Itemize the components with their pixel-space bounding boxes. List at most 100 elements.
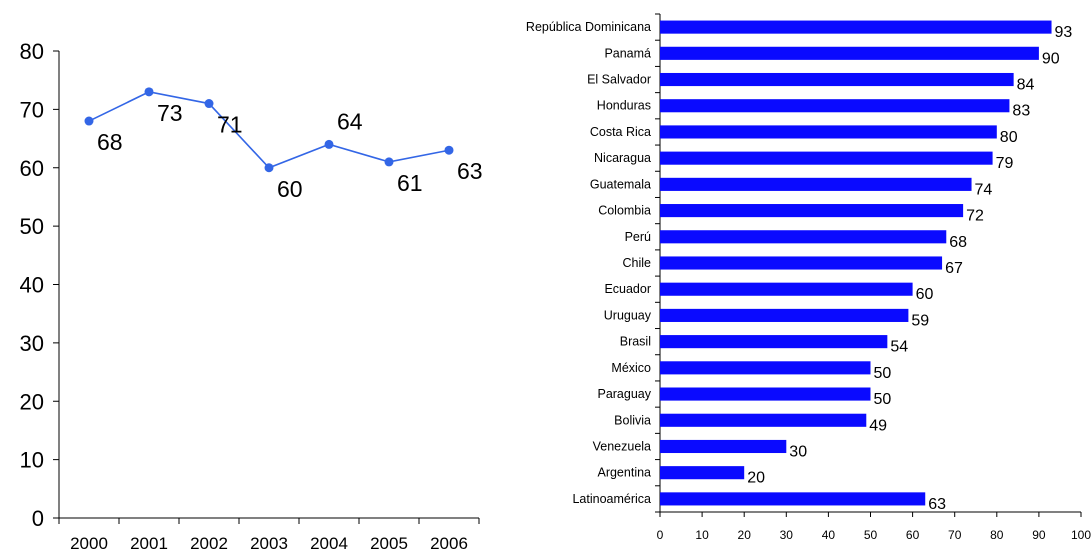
data-label: 83 bbox=[1012, 103, 1030, 120]
category-label: Venezuela bbox=[593, 439, 651, 453]
category-label: Ecuador bbox=[604, 282, 651, 296]
data-label: 80 bbox=[1000, 129, 1018, 146]
x-tick-label: 2002 bbox=[190, 534, 228, 553]
bar bbox=[660, 413, 867, 427]
bar bbox=[660, 20, 1052, 34]
category-label: Paraguay bbox=[597, 387, 651, 401]
category-label: Argentina bbox=[597, 466, 651, 480]
y-tick-label: 0 bbox=[32, 506, 44, 531]
data-label: 72 bbox=[966, 208, 984, 225]
category-label: Colombia bbox=[598, 204, 651, 218]
x-tick-label: 50 bbox=[864, 528, 878, 542]
bar bbox=[660, 256, 943, 270]
data-point bbox=[444, 145, 454, 155]
data-label: 63 bbox=[928, 496, 946, 513]
data-label: 54 bbox=[890, 339, 908, 356]
data-label: 60 bbox=[916, 286, 934, 303]
category-label: Guatemala bbox=[590, 177, 651, 191]
data-label: 63 bbox=[457, 158, 483, 184]
bar bbox=[660, 125, 997, 139]
x-tick-label: 2004 bbox=[310, 534, 348, 553]
y-tick-label: 30 bbox=[20, 331, 44, 356]
y-tick-label: 20 bbox=[20, 389, 44, 414]
x-tick-label: 40 bbox=[822, 528, 836, 542]
x-tick-label: 30 bbox=[780, 528, 794, 542]
category-label: Panamá bbox=[604, 46, 651, 60]
y-tick-label: 70 bbox=[20, 97, 44, 122]
y-tick-label: 40 bbox=[20, 273, 44, 298]
y-tick-label: 50 bbox=[20, 214, 44, 239]
bar bbox=[660, 99, 1010, 113]
data-label: 49 bbox=[869, 417, 887, 434]
data-label: 90 bbox=[1042, 50, 1060, 67]
bar bbox=[660, 361, 871, 375]
data-label: 60 bbox=[277, 176, 303, 202]
x-tick-label: 20 bbox=[738, 528, 752, 542]
data-label: 74 bbox=[975, 181, 993, 198]
data-point bbox=[384, 157, 394, 167]
x-tick-label: 100 bbox=[1071, 528, 1091, 542]
bar bbox=[660, 230, 947, 244]
x-tick-label: 2005 bbox=[370, 534, 408, 553]
category-label: Costa Rica bbox=[590, 125, 651, 139]
y-tick-label: 10 bbox=[20, 448, 44, 473]
data-label: 84 bbox=[1017, 77, 1035, 94]
x-tick-label: 2006 bbox=[430, 534, 468, 553]
data-label: 93 bbox=[1055, 24, 1073, 41]
bar bbox=[660, 177, 972, 191]
data-point bbox=[144, 87, 154, 97]
y-tick-label: 80 bbox=[20, 39, 44, 64]
bar bbox=[660, 204, 964, 218]
bar bbox=[660, 439, 787, 454]
data-label: 61 bbox=[397, 170, 423, 196]
data-point bbox=[324, 139, 334, 149]
category-label: Nicaragua bbox=[594, 151, 651, 165]
data-label: 68 bbox=[97, 129, 123, 155]
data-label: 67 bbox=[945, 260, 963, 277]
x-tick-label: 0 bbox=[657, 528, 664, 542]
category-label: Chile bbox=[623, 256, 652, 270]
line-chart: 0 10 20 30 40 50 60 70 80 2000 2001 2002 2003 2004 200… bbox=[20, 39, 483, 553]
data-point bbox=[84, 116, 94, 126]
bar bbox=[660, 492, 926, 506]
x-tick-label: 10 bbox=[695, 528, 709, 542]
data-label: 20 bbox=[747, 470, 765, 487]
category-label: Latinoamérica bbox=[572, 492, 651, 506]
data-label: 71 bbox=[217, 112, 243, 138]
data-point bbox=[264, 163, 274, 173]
bar bbox=[660, 387, 871, 401]
bar bbox=[660, 335, 888, 349]
x-tick-label: 60 bbox=[906, 528, 920, 542]
bar bbox=[660, 282, 913, 296]
category-label: Perú bbox=[625, 230, 651, 244]
series-line bbox=[88, 91, 450, 169]
data-label: 50 bbox=[874, 391, 892, 408]
category-label: Uruguay bbox=[604, 308, 652, 322]
bar-chart: 0 10 20 30 40 50 60 70 80 90 100 República Dominica… bbox=[526, 13, 1091, 542]
bar bbox=[660, 151, 993, 165]
x-tick-label: 2000 bbox=[70, 534, 108, 553]
x-tick-label: 2001 bbox=[130, 534, 168, 553]
data-point bbox=[204, 99, 214, 109]
data-label: 59 bbox=[911, 312, 929, 329]
category-label: México bbox=[611, 361, 651, 375]
category-label: El Salvador bbox=[587, 73, 651, 87]
data-label: 30 bbox=[789, 443, 807, 460]
data-label: 64 bbox=[337, 108, 363, 134]
x-tick-label: 80 bbox=[990, 528, 1004, 542]
category-label: Brasil bbox=[620, 335, 651, 349]
bar bbox=[660, 466, 745, 480]
x-tick-label: 90 bbox=[1032, 528, 1046, 542]
x-tick-label: 2003 bbox=[250, 534, 288, 553]
bar bbox=[660, 46, 1039, 60]
x-tick-label: 70 bbox=[948, 528, 962, 542]
bar bbox=[660, 308, 909, 322]
category-label: Bolivia bbox=[614, 413, 651, 427]
data-label: 73 bbox=[157, 100, 183, 126]
y-tick-label: 60 bbox=[20, 156, 44, 181]
data-label: 50 bbox=[874, 365, 892, 382]
bar bbox=[660, 72, 1014, 87]
data-label: 68 bbox=[949, 234, 967, 251]
data-label: 79 bbox=[996, 155, 1014, 172]
category-label: Honduras bbox=[597, 99, 651, 113]
